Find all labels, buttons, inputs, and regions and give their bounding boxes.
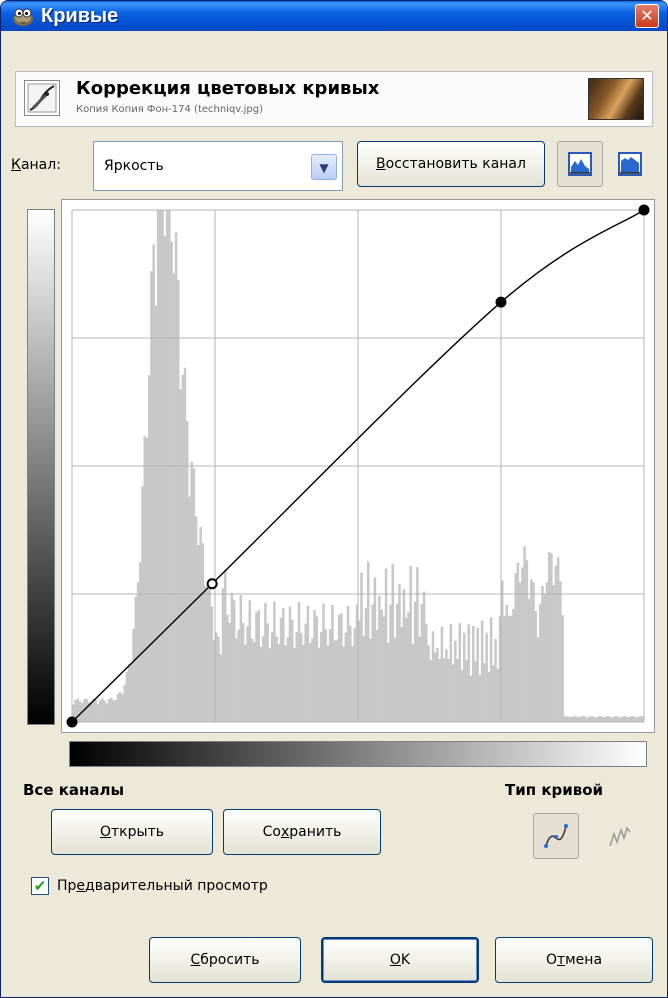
curve-type-label: Тип кривой <box>505 781 604 799</box>
freehand-curve-icon[interactable] <box>597 813 643 859</box>
luminance-histogram <box>72 210 645 723</box>
curves-tool-icon <box>24 80 60 116</box>
gimp-wilber-icon <box>11 5 35 27</box>
curve-control-point[interactable] <box>66 716 78 728</box>
all-channels-label: Все каналы <box>23 781 125 799</box>
channel-select-value: Яркость <box>104 158 164 174</box>
curve-line[interactable] <box>71 209 645 723</box>
horizontal-value-gradient <box>69 741 647 767</box>
curve-editor[interactable] <box>61 199 655 733</box>
title-bar[interactable]: Кривые ✕ <box>1 1 667 31</box>
curve-control-point[interactable] <box>638 204 650 216</box>
open-button[interactable]: Открыть <box>51 809 213 855</box>
cancel-button[interactable]: Отмена <box>495 937 653 983</box>
header-title: Коррекция цветовых кривых <box>76 78 380 99</box>
dialog-header: Коррекция цветовых кривых Копия Копия Фо… <box>15 71 653 127</box>
reset-channel-button[interactable]: Восстановить канал <box>357 141 545 187</box>
reset-button[interactable]: Сбросить <box>149 937 301 983</box>
close-icon[interactable]: ✕ <box>635 4 659 28</box>
linear-histogram-icon[interactable] <box>557 141 603 187</box>
curve-grid <box>71 209 645 723</box>
window-title: Кривые <box>41 4 119 27</box>
log-histogram-icon[interactable] <box>607 141 653 187</box>
preview-label: Предварительный просмотр <box>57 878 268 894</box>
image-thumbnail <box>588 78 644 120</box>
preview-checkbox[interactable]: ✔ <box>31 877 49 895</box>
smooth-curve-icon[interactable] <box>533 813 579 859</box>
chevron-down-icon[interactable]: ▼ <box>311 154 337 180</box>
curve-control-point[interactable] <box>495 296 507 308</box>
vertical-value-gradient <box>27 209 55 725</box>
curve-graph[interactable] <box>62 200 654 732</box>
ok-button[interactable]: ОK <box>321 937 479 983</box>
header-subtitle: Копия Копия Фон-174 (techniqv.jpg) <box>76 104 264 115</box>
channel-label: Канал: <box>11 157 61 173</box>
preview-row[interactable]: ✔ Предварительный просмотр <box>31 877 268 895</box>
curve-control-point[interactable] <box>206 578 218 590</box>
channel-select[interactable]: Яркость ▼ <box>93 141 343 191</box>
save-button[interactable]: Сохранить <box>223 809 381 855</box>
